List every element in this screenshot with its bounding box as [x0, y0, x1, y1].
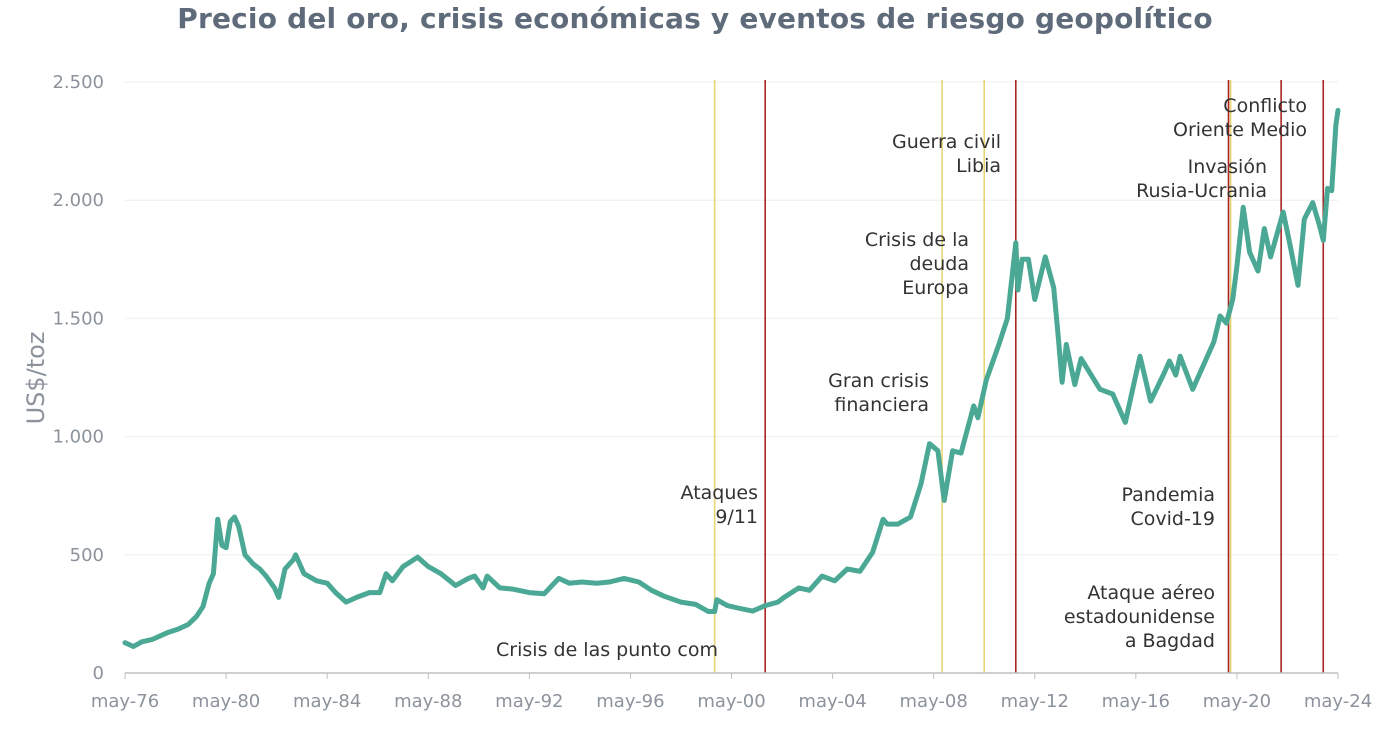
event-annotation-line: a Bagdad [1125, 630, 1215, 652]
event-annotation-line: 9/11 [715, 506, 758, 528]
event-annotation-line: Invasión [1188, 156, 1267, 178]
event-annotation-line: Crisis de la [865, 229, 969, 251]
event-annotation-line: Guerra civil [892, 131, 1001, 153]
event-annotation: Crisis de las punto com [496, 639, 718, 661]
event-markers [713, 80, 1325, 673]
grid-lines [125, 81, 1338, 556]
event-annotation-line: Europa [902, 277, 969, 299]
y-tick-label: 2.000 [52, 190, 104, 211]
gold-price-line [122, 107, 1341, 649]
event-annotations: Crisis de las punto com Ataques 9/11 Gran c… [496, 95, 1307, 661]
x-axis-ticks: may-76 may-80 may-84 may-88 may-92 may-96 may-… [91, 673, 1372, 712]
x-tick-label: may-84 [293, 691, 361, 712]
x-tick-label: may-08 [900, 691, 968, 712]
event-annotation: Gran crisis financiera [828, 370, 929, 416]
x-tick-label: may-76 [91, 691, 159, 712]
y-axis-label: US$/toz [22, 332, 50, 425]
event-annotation-line: Covid-19 [1130, 508, 1215, 530]
event-annotation-line: Crisis de las punto com [496, 639, 718, 661]
event-annotation-line: financiera [834, 394, 929, 416]
event-annotation-line: Gran crisis [828, 370, 929, 392]
event-annotation: Ataque aéreo estadounidense a Bagdad [1064, 582, 1215, 652]
event-annotation: Invasión Rusia-Ucrania [1136, 156, 1267, 202]
event-annotation: Crisis de la deuda Europa [865, 229, 969, 299]
chart-title: Precio del oro, crisis económicas y even… [177, 2, 1213, 35]
event-annotation-line: Oriente Medio [1173, 119, 1307, 141]
y-axis-ticks: 0 500 1.000 1.500 2.000 2.500 [52, 72, 104, 684]
x-tick-label: may-16 [1102, 691, 1170, 712]
event-annotation: Conflicto Oriente Medio [1173, 95, 1307, 141]
event-annotation-line: Ataque aéreo [1087, 582, 1215, 604]
x-tick-label: may-24 [1304, 691, 1372, 712]
event-annotation-line: Rusia-Ucrania [1136, 180, 1267, 202]
y-tick-label: 1.000 [52, 427, 104, 448]
x-tick-label: may-92 [495, 691, 563, 712]
event-annotation: Guerra civil Libia [892, 131, 1001, 177]
event-annotation: Pandemia Covid-19 [1122, 484, 1215, 530]
event-annotation: Ataques 9/11 [681, 482, 758, 528]
y-tick-label: 0 [93, 663, 104, 684]
event-annotation-line: Conflicto [1223, 95, 1307, 117]
y-tick-label: 500 [70, 545, 104, 566]
x-tick-label: may-00 [697, 691, 765, 712]
x-tick-label: may-20 [1203, 691, 1271, 712]
y-tick-label: 1.500 [52, 308, 104, 329]
event-annotation-line: Pandemia [1122, 484, 1215, 506]
y-tick-label: 2.500 [52, 72, 104, 93]
x-tick-label: may-04 [798, 691, 866, 712]
event-annotation-line: Libia [956, 155, 1001, 177]
x-tick-label: may-12 [1001, 691, 1069, 712]
event-annotation-line: Ataques [681, 482, 758, 504]
event-annotation-line: deuda [910, 253, 970, 275]
event-annotation-line: estadounidense [1064, 606, 1215, 628]
x-tick-label: may-80 [192, 691, 260, 712]
x-tick-label: may-96 [596, 691, 664, 712]
x-tick-label: may-88 [394, 691, 462, 712]
